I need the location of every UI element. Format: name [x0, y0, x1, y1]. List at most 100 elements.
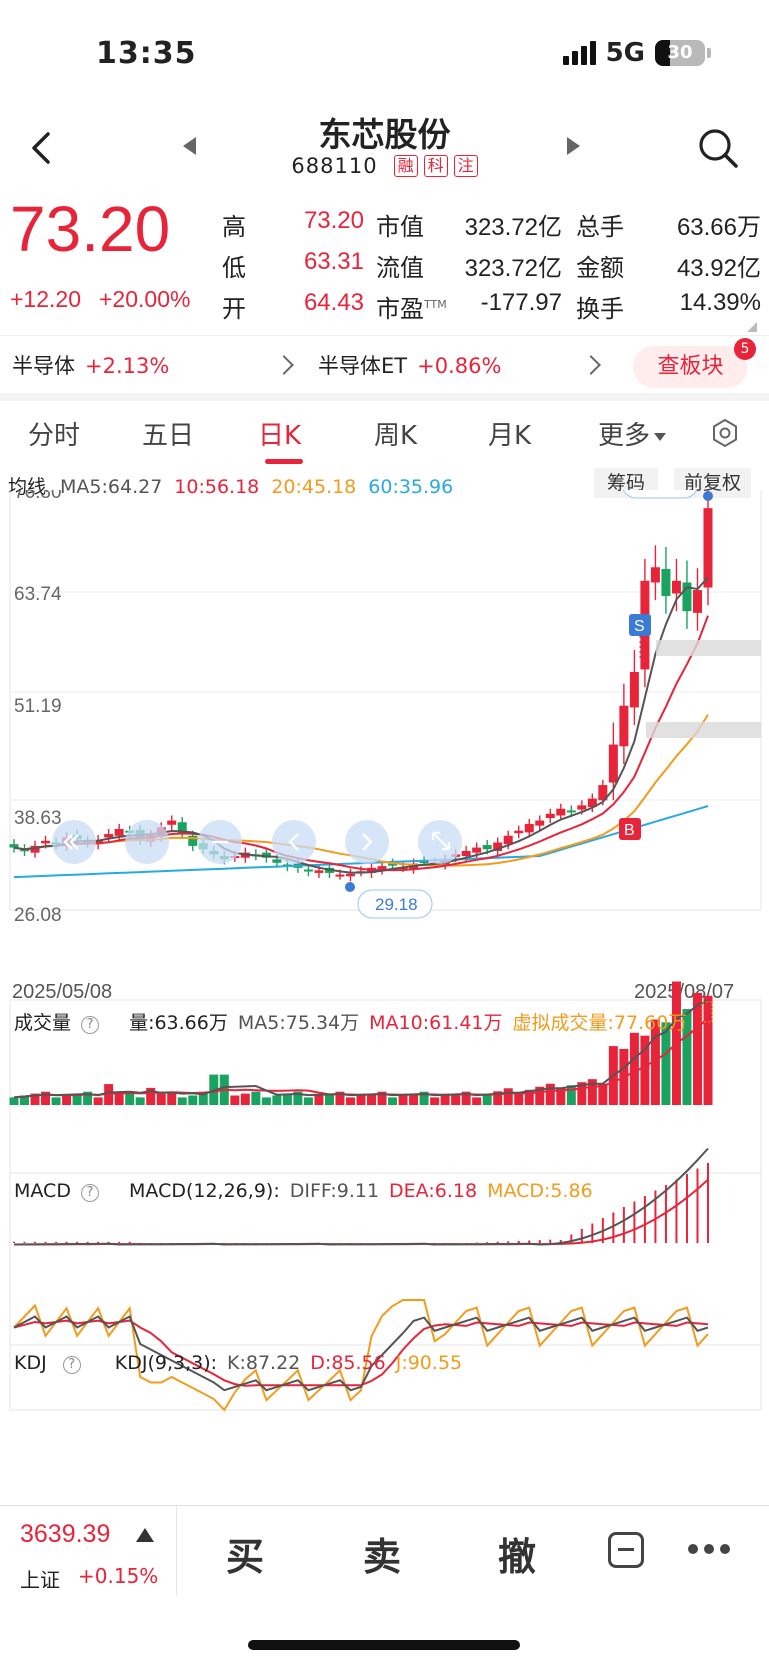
index-change: +0.15% — [78, 1564, 159, 1588]
more-icon[interactable] — [688, 1544, 730, 1554]
tag-registration[interactable]: 注 — [453, 155, 478, 177]
ma10-value: 10:56.18 — [174, 476, 260, 498]
help-icon[interactable]: ? — [80, 1184, 99, 1202]
tab-monthly-k[interactable]: 月K — [488, 421, 532, 451]
volume-bar — [230, 1095, 240, 1105]
tab-intraday[interactable]: 分时 — [28, 421, 81, 451]
macd-diff-line — [13, 1147, 709, 1246]
candle-body — [671, 580, 681, 594]
candle-body — [535, 820, 545, 826]
candle-body — [461, 850, 471, 857]
next-stock-arrow-icon[interactable] — [567, 137, 580, 155]
last-price: 73.20 — [10, 193, 171, 265]
candle-body — [514, 830, 524, 834]
candle-body — [598, 785, 608, 801]
battery-icon: 30 — [655, 40, 705, 66]
tab-five-day[interactable]: 五日 — [142, 421, 195, 451]
volume-label[interactable]: 成交量 — [14, 1012, 72, 1034]
volume-bar — [167, 1091, 177, 1105]
volume-bar — [650, 1019, 660, 1105]
quote-value-turnover: 14.39% — [679, 289, 761, 316]
candle-body — [261, 852, 271, 858]
next-icon[interactable] — [345, 820, 389, 864]
tab-more[interactable]: 更多 — [598, 415, 667, 452]
candle-body — [104, 834, 114, 838]
resistance-band — [646, 722, 761, 738]
buy-button[interactable]: 买 — [226, 1535, 265, 1579]
expand-corner-icon[interactable] — [747, 322, 757, 332]
cancel-order-button[interactable]: 撤 — [498, 1535, 537, 1579]
tab-daily-k[interactable]: 日K — [258, 421, 302, 451]
fullscreen-icon[interactable] — [418, 820, 462, 864]
volume-bar — [240, 1093, 250, 1105]
macd-value: MACD:5.86 — [487, 1180, 593, 1202]
volume-bar — [598, 1083, 608, 1105]
minimize-button[interactable] — [608, 1532, 644, 1568]
help-icon[interactable]: ? — [81, 1016, 100, 1034]
sell-button[interactable]: 卖 — [363, 1535, 402, 1579]
chevron-right-icon[interactable] — [274, 355, 294, 375]
ma20-value: 20:45.18 — [271, 476, 357, 498]
board-count-badge: 5 — [734, 338, 756, 360]
volume-bar — [440, 1095, 450, 1105]
volume-bar — [30, 1093, 40, 1105]
volume-bar — [114, 1093, 124, 1105]
volume-bar — [251, 1091, 261, 1105]
active-tab-indicator — [265, 459, 303, 464]
chip-distribution-button[interactable]: 筹码 — [594, 468, 659, 498]
candle-body — [335, 874, 345, 877]
index-value[interactable]: 3639.39 — [20, 1520, 111, 1548]
change-percent: +20.00% — [99, 286, 191, 312]
prev-icon[interactable] — [272, 820, 316, 864]
volume-bar — [587, 1079, 597, 1105]
volume-bar — [430, 1097, 440, 1105]
tag-star-market[interactable]: 科 — [423, 155, 448, 177]
chevron-right-icon[interactable] — [581, 355, 601, 375]
volume-bar — [146, 1087, 156, 1105]
ma-legend: 均线 MA5:64.27 10:56.18 20:45.18 60:35.96 — [8, 472, 465, 499]
volume-bar — [156, 1093, 166, 1105]
help-icon[interactable]: ? — [62, 1356, 81, 1374]
quote-value-volume: 63.66万 — [676, 214, 761, 241]
volume-bar — [83, 1091, 93, 1105]
volume-bar — [451, 1093, 461, 1105]
macd-dea: DEA:6.18 — [389, 1180, 478, 1202]
volume-bar — [703, 995, 713, 1105]
volume-bar — [93, 1097, 103, 1105]
high-price-marker — [622, 490, 698, 499]
step-back-icon[interactable] — [125, 820, 169, 864]
macd-label[interactable]: MACD — [14, 1180, 71, 1202]
candle-body — [493, 842, 503, 851]
buy-signal-badge — [619, 818, 641, 840]
kdj-label[interactable]: KDJ — [14, 1352, 47, 1374]
status-time: 13:35 — [96, 36, 197, 71]
rewind-chevron — [69, 834, 79, 850]
rewind-icon[interactable] — [52, 820, 96, 864]
kline-chart[interactable]: 76.30 63.74 51.19 38.63 26.08 2025/05/08 2025/… — [0, 490, 769, 1505]
tab-weekly-k[interactable]: 周K — [374, 421, 418, 451]
search-icon[interactable] — [697, 127, 739, 169]
prev-stock-arrow-icon[interactable] — [183, 137, 196, 155]
quote-label-volume: 总手 — [576, 213, 624, 241]
view-board-button[interactable]: 查板块 — [633, 346, 748, 388]
volume-bar — [692, 992, 702, 1105]
ma-label[interactable]: 均线 — [8, 476, 47, 498]
volume-bar — [640, 1035, 650, 1105]
volume-bar — [188, 1095, 198, 1105]
change-amount: +12.20 — [10, 286, 81, 312]
back-button[interactable] — [22, 128, 62, 168]
settings-hexagon-icon[interactable] — [710, 418, 740, 448]
buy-signal-label: B — [624, 822, 635, 839]
kdj-k: K:87.22 — [227, 1352, 301, 1374]
sector-item-semiconductor-etf[interactable]: 半导体ET +0.86% — [318, 354, 502, 378]
sector-item-semiconductor[interactable]: 半导体 +2.13% — [12, 354, 170, 378]
candle-body — [629, 671, 639, 708]
tag-margin[interactable]: 融 — [393, 155, 418, 177]
volume-bar — [72, 1093, 82, 1105]
volume-ma5-line — [13, 999, 709, 1099]
candle-body — [9, 844, 19, 848]
volume-bar — [345, 1097, 355, 1105]
price-axis-label: 63.74 — [14, 584, 62, 605]
prev-chevron — [288, 833, 299, 851]
volume-bar — [482, 1094, 492, 1105]
